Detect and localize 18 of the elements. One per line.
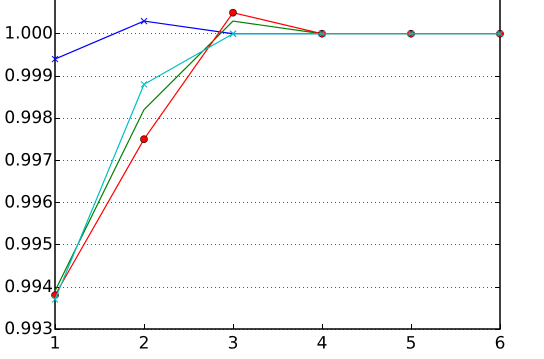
y-tick-label: 0.994 xyxy=(4,276,53,297)
x-tick-label: 3 xyxy=(228,334,238,354)
y-tick-label: 0.999 xyxy=(4,66,53,86)
point xyxy=(229,8,237,16)
y-tick-label: 0.996 xyxy=(4,192,53,212)
y-tick-label: 0.995 xyxy=(4,234,53,255)
point xyxy=(140,135,148,143)
y-tick-label: 0.997 xyxy=(4,150,53,170)
x-tick-label: 6 xyxy=(494,334,506,354)
x-tick-label: 2 xyxy=(138,334,150,354)
y-tick-label: 1.000 xyxy=(4,24,53,44)
point xyxy=(140,80,148,88)
y-tick-label: 0.998 xyxy=(4,108,53,128)
x-tick-label: 5 xyxy=(406,334,416,354)
point xyxy=(52,296,58,303)
x-tick-label: 4 xyxy=(316,334,328,354)
point xyxy=(140,18,148,25)
point xyxy=(52,56,58,63)
